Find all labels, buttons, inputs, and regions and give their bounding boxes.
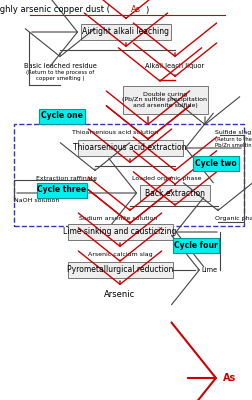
- FancyBboxPatch shape: [37, 182, 87, 198]
- Text: Thioarsenious acid solution: Thioarsenious acid solution: [72, 130, 158, 135]
- Bar: [68, 224, 173, 240]
- Text: Airtight alkali leaching: Airtight alkali leaching: [82, 28, 170, 36]
- Text: Sodium arsenite solution: Sodium arsenite solution: [79, 216, 157, 221]
- FancyBboxPatch shape: [193, 156, 239, 170]
- Text: NaOH solution: NaOH solution: [14, 198, 59, 204]
- Text: Arsenic calcium slag: Arsenic calcium slag: [88, 252, 152, 257]
- Text: Cycle one: Cycle one: [41, 112, 83, 120]
- Bar: [68, 262, 173, 278]
- Text: As: As: [223, 373, 236, 383]
- Text: ): ): [145, 6, 148, 14]
- Text: Double curing
(Pb/Zn sulfide precipitation
and arsenite sulfide): Double curing (Pb/Zn sulfide precipitati…: [122, 92, 207, 108]
- Bar: [78, 140, 182, 156]
- Text: Sulfide slag: Sulfide slag: [215, 130, 251, 135]
- Text: Back extraction: Back extraction: [145, 188, 205, 198]
- Text: Cycle three: Cycle three: [38, 186, 87, 194]
- Text: Cycle four: Cycle four: [174, 240, 218, 250]
- FancyBboxPatch shape: [39, 108, 85, 124]
- Text: Lime sinking and causticizing: Lime sinking and causticizing: [63, 228, 177, 236]
- Text: (Return to the process of
Pb/Zn smelting ): (Return to the process of Pb/Zn smelting…: [215, 137, 252, 148]
- Text: Basic leached residue: Basic leached residue: [24, 63, 97, 69]
- Text: Alkali leach liquor: Alkali leach liquor: [145, 63, 205, 69]
- FancyBboxPatch shape: [173, 238, 219, 252]
- Bar: [14, 124, 244, 226]
- Text: As: As: [131, 6, 141, 14]
- Text: Loaded organic phase: Loaded organic phase: [132, 176, 202, 181]
- Text: Lime: Lime: [201, 267, 217, 273]
- Text: Arsenic: Arsenic: [104, 290, 136, 299]
- Text: Extraction raffinate: Extraction raffinate: [37, 176, 98, 181]
- Text: Thioarsenious acid extraction: Thioarsenious acid extraction: [73, 144, 187, 152]
- Bar: [81, 24, 171, 40]
- Text: Cycle two: Cycle two: [195, 158, 237, 168]
- Text: Organic phase: Organic phase: [215, 216, 252, 221]
- Bar: [122, 86, 207, 114]
- Text: Pyrometallurgical reduction: Pyrometallurgical reduction: [67, 266, 173, 274]
- Text: Highly arsenic copper dust (: Highly arsenic copper dust (: [0, 6, 110, 14]
- Bar: [140, 185, 210, 201]
- Text: (Return to the process of
copper smelting ): (Return to the process of copper smeltin…: [26, 70, 94, 81]
